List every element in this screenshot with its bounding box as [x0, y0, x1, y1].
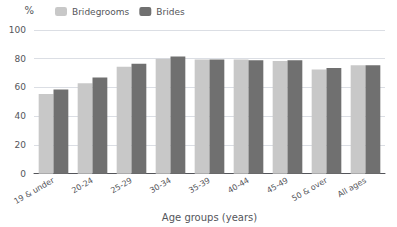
svg-text:100: 100 [9, 25, 26, 35]
svg-text:All ages: All ages [336, 176, 368, 200]
svg-text:Bridegrooms: Bridegrooms [72, 7, 130, 17]
svg-text:19 & under: 19 & under [12, 175, 56, 206]
svg-text:Brides: Brides [156, 7, 185, 17]
svg-text:Age groups (years): Age groups (years) [162, 212, 257, 223]
svg-text:30-34: 30-34 [148, 176, 173, 195]
svg-text:45-49: 45-49 [265, 176, 290, 195]
svg-text:80: 80 [15, 54, 27, 64]
svg-text:60: 60 [15, 82, 27, 92]
svg-text:20: 20 [15, 140, 27, 150]
svg-text:40: 40 [15, 111, 27, 121]
svg-text:20-24: 20-24 [70, 176, 95, 195]
svg-text:50 & over: 50 & over [290, 175, 329, 203]
svg-text:0: 0 [20, 169, 26, 179]
svg-text:25-29: 25-29 [109, 176, 134, 195]
svg-text:40-44: 40-44 [226, 176, 251, 195]
svg-text:%: % [24, 5, 34, 16]
svg-text:35-39: 35-39 [187, 176, 212, 195]
